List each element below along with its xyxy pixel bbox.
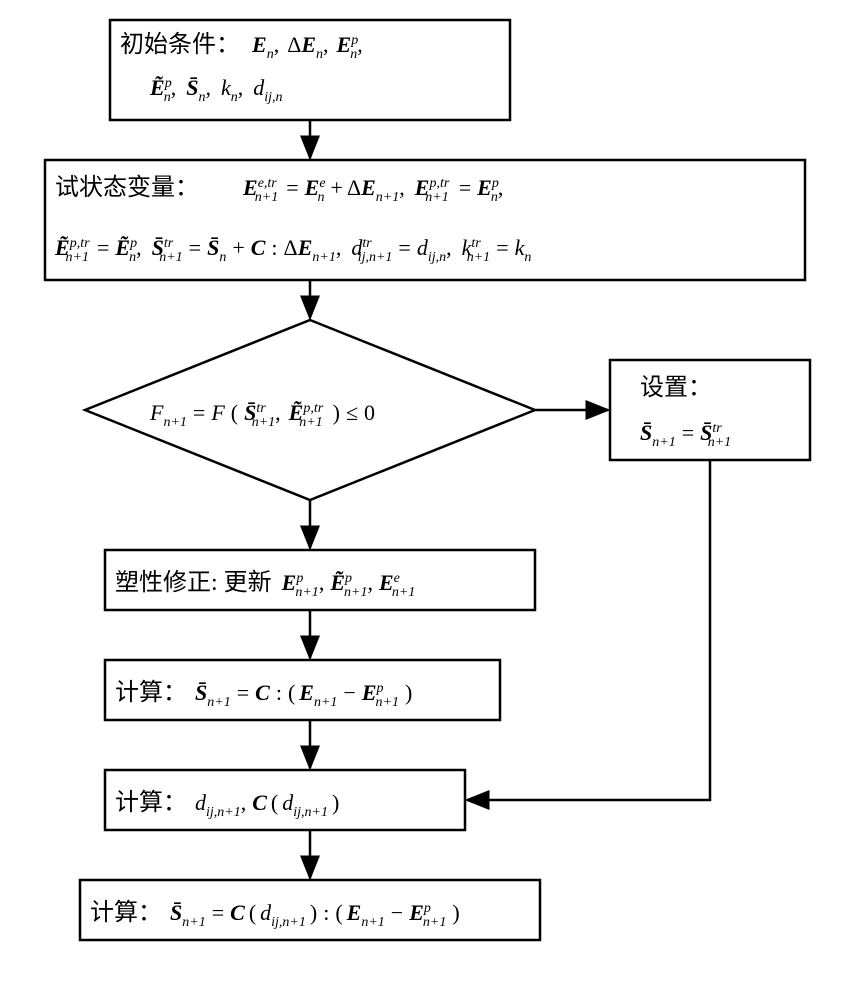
calc-s2-label-cn: 计算： — [90, 899, 162, 926]
node-calc-s1: 计算： S̄n+1 = C : ( En+1 − Epn+1 ) — [105, 660, 500, 720]
node-calc-d: 计算： dij,n+1, C ( dij,n+1 ) — [105, 770, 465, 830]
plastic-label-cn: 塑性修正: 更新 — [115, 569, 272, 596]
init-label-cn: 初始条件： — [120, 31, 240, 58]
node-trial: 试状态变量： Ee,trn+1 = Een + ΔEn+1, Ep,trn+1 … — [45, 160, 805, 280]
calc-d-label-cn: 计算： — [115, 789, 187, 816]
node-set: 设置： S̄n+1 = S̄trn+1 — [610, 360, 810, 460]
svg-text:设置：: 设置： — [640, 374, 712, 401]
node-calc-s2: 计算： S̄n+1 = C ( dij,n+1 ) : ( En+1 − Epn… — [80, 880, 540, 940]
node-init: 初始条件： En, ΔEn, Epn, Ẽpn, S̄n, kn, dij,n — [110, 20, 510, 120]
trial-label-cn: 试状态变量： — [55, 174, 199, 201]
calc-s1-label-cn: 计算： — [115, 679, 187, 706]
edge-set-d — [467, 460, 710, 800]
node-cond: Fn+1 = F ( S̄trn+1, Ẽp,trn+1 ) ≤ 0 — [85, 320, 535, 500]
node-plastic: 塑性修正: 更新 Epn+1, Ẽpn+1, Een+1 — [105, 550, 535, 610]
set-label-cn: 设置： — [640, 374, 712, 401]
